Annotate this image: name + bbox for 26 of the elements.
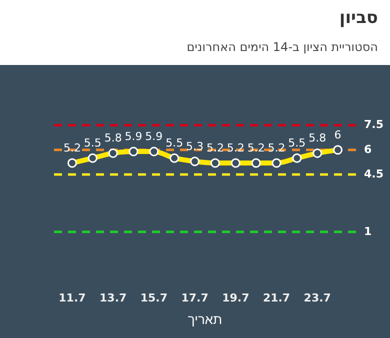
x-tick-label: 17.7 (181, 292, 208, 305)
data-label: 5.8 (104, 132, 122, 145)
data-label: 5.9 (124, 130, 142, 143)
x-tick-label: 21.7 (262, 292, 290, 305)
x-tick-label: 23.7 (304, 292, 331, 305)
x-tick-label: 11.7 (58, 292, 86, 305)
data-label: 5.8 (308, 132, 326, 145)
ref-line-label: 1 (364, 224, 372, 238)
data-label: 5.5 (84, 136, 102, 150)
data-label: 5.2 (247, 141, 265, 154)
data-label: 5.5 (288, 136, 306, 150)
x-axis-title: תאריך (188, 312, 222, 327)
x-tick-label: 15.7 (140, 292, 168, 305)
data-label: 5.2 (206, 141, 224, 154)
x-tick-label: 19.7 (222, 292, 250, 305)
ref-line-label: 4.5 (364, 167, 384, 180)
chart-subtitle: הסטוריית הציון ב-14 הימים האחרונים (186, 40, 378, 54)
data-label: 6 (334, 128, 342, 142)
data-label: 5.3 (186, 140, 204, 153)
ref-line-label: 7.5 (364, 118, 384, 132)
data-label: 5.2 (63, 141, 81, 154)
data-label: 5.9 (145, 130, 163, 143)
chart-title: סביון (339, 8, 378, 28)
data-label: 5.5 (166, 136, 184, 150)
x-tick-label: 13.7 (100, 292, 127, 305)
ref-line-label: 6 (364, 142, 372, 156)
